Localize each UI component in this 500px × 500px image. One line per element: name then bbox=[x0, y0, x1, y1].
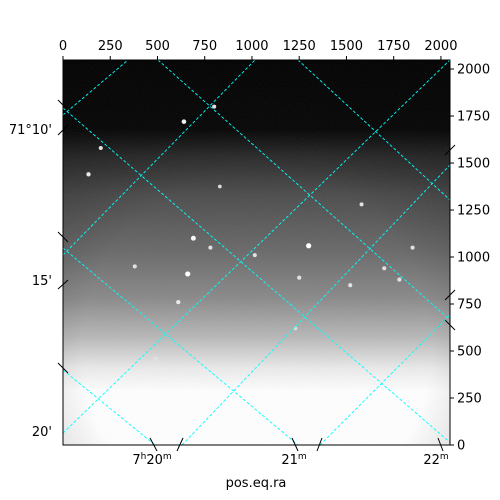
dec-tick-mark bbox=[57, 362, 69, 374]
star-point bbox=[190, 235, 196, 241]
star-point bbox=[98, 145, 103, 151]
dec-axis-ticks bbox=[57, 99, 456, 374]
grid-line bbox=[63, 107, 450, 444]
dec-tick-mark bbox=[444, 319, 456, 331]
top-tick-label: 500 bbox=[145, 39, 170, 54]
grid-line bbox=[319, 314, 450, 445]
grid-line bbox=[63, 247, 299, 445]
dec-tick-label: 20' bbox=[32, 425, 52, 440]
ra-tick-mark bbox=[176, 437, 184, 452]
grid-line bbox=[297, 60, 450, 201]
top-tick-label: 0 bbox=[59, 39, 67, 54]
ra-tick-label: 21m bbox=[281, 452, 306, 468]
top-tick-label: 1250 bbox=[283, 39, 316, 54]
right-tick-label: 1250 bbox=[457, 204, 490, 219]
grid-line bbox=[63, 60, 129, 116]
ra-tick-label: 7h20m bbox=[132, 452, 171, 468]
top-tick-label: 750 bbox=[192, 39, 217, 54]
plot-frame bbox=[62, 59, 451, 446]
star-point bbox=[306, 243, 312, 249]
star-point bbox=[359, 202, 364, 207]
grid-line bbox=[63, 60, 450, 434]
stars-layer bbox=[86, 104, 415, 361]
ra-tick-label: 22m bbox=[423, 452, 448, 468]
star-point bbox=[208, 245, 213, 250]
star-point bbox=[132, 264, 137, 269]
star-point bbox=[185, 271, 191, 277]
star-point bbox=[217, 184, 222, 189]
dec-tick-mark bbox=[57, 124, 69, 136]
x-axis-label: pos.eq.ra bbox=[226, 476, 287, 491]
ra-tick-mark bbox=[316, 437, 323, 452]
star-point bbox=[153, 356, 158, 361]
dec-tick-mark bbox=[57, 279, 69, 290]
grid-line bbox=[157, 60, 450, 321]
right-tick-label: 2000 bbox=[457, 63, 490, 78]
right-tick-label: 250 bbox=[457, 392, 482, 407]
right-tick-label: 750 bbox=[457, 298, 482, 313]
grid-line bbox=[63, 60, 256, 256]
star-point bbox=[348, 283, 353, 288]
star-point bbox=[410, 245, 415, 250]
grid-line bbox=[181, 164, 450, 445]
star-point bbox=[86, 172, 91, 177]
star-point bbox=[382, 266, 387, 271]
right-tick-label: 1000 bbox=[457, 251, 490, 266]
dec-tick-mark bbox=[57, 231, 69, 243]
top-tick-label: 250 bbox=[98, 39, 123, 54]
dec-tick-mark bbox=[444, 289, 456, 301]
dec-tick-label: 71°10' bbox=[9, 123, 52, 138]
star-point bbox=[212, 104, 217, 109]
ra-tick-mark bbox=[437, 437, 444, 452]
star-point bbox=[297, 275, 302, 280]
coordinate-grid bbox=[63, 60, 450, 445]
right-tick-label: 0 bbox=[457, 439, 465, 454]
dec-tick-mark bbox=[57, 99, 69, 111]
top-tick-label: 1500 bbox=[330, 39, 363, 54]
image-panel bbox=[63, 60, 450, 445]
star-point bbox=[181, 119, 187, 124]
top-tick-label: 2000 bbox=[424, 39, 457, 54]
top-tick-label: 1000 bbox=[235, 39, 268, 54]
ra-axis-ticks bbox=[149, 437, 444, 452]
star-point bbox=[397, 277, 402, 282]
sky-noise bbox=[63, 60, 450, 445]
ra-tick-mark bbox=[149, 437, 158, 452]
right-tick-label: 1750 bbox=[457, 110, 490, 125]
star-point bbox=[176, 299, 181, 305]
dec-tick-label: 15' bbox=[32, 274, 52, 289]
right-tick-label: 500 bbox=[457, 345, 482, 360]
top-tick-label: 1750 bbox=[377, 39, 410, 54]
star-point bbox=[252, 253, 257, 258]
right-pixel-axis: 0 250 500 750 1000 1250 1500 1750 2000 bbox=[450, 63, 490, 454]
right-tick-label: 1500 bbox=[457, 157, 490, 172]
dec-tick-mark bbox=[444, 144, 456, 156]
top-pixel-axis: 0 250 500 750 1000 1250 1500 1750 2000 bbox=[59, 39, 457, 60]
ra-tick-mark bbox=[291, 437, 299, 452]
